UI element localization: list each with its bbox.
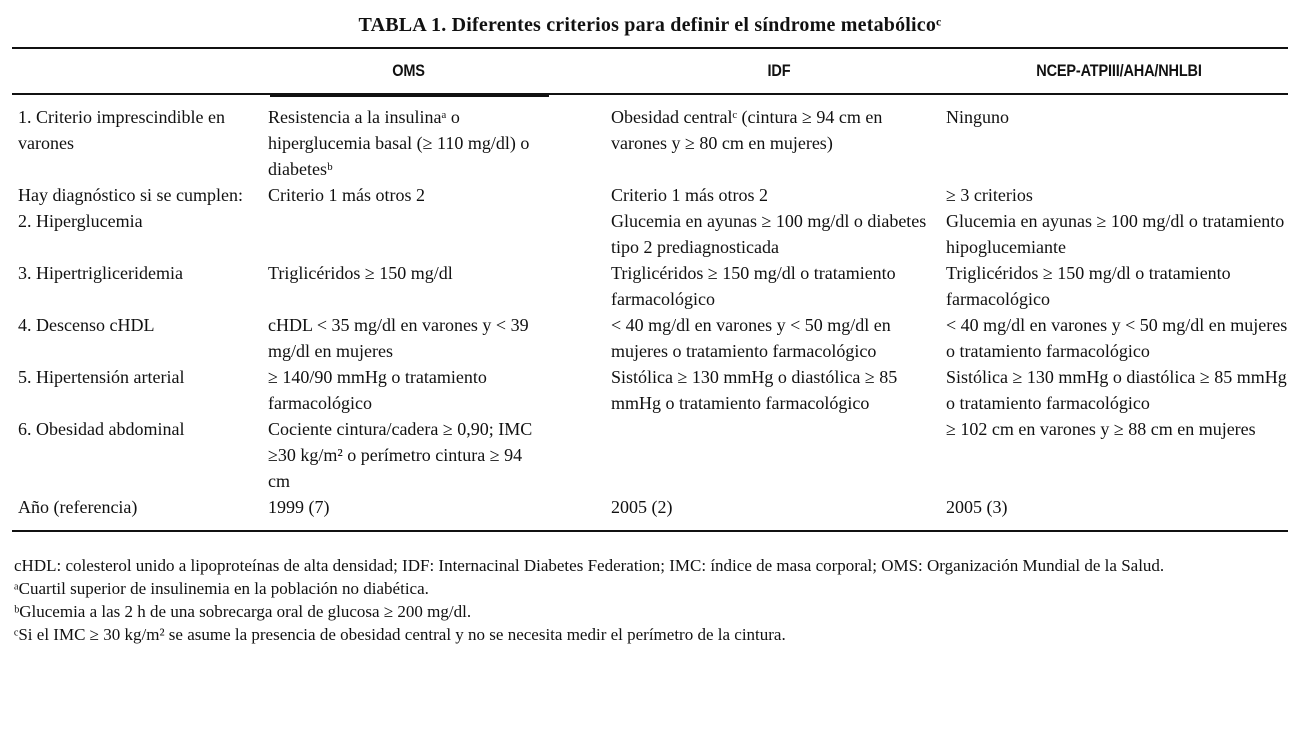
cell-idf: < 40 mg/dl en varones y < 50 mg/dl en mu…: [611, 315, 891, 361]
footnote-a: ᵃCuartil superior de insulinemia en la p…: [14, 579, 429, 598]
cell-oms: cHDL < 35 mg/dl en varones y < 39 mg/dl …: [268, 315, 529, 361]
column-header-ncep: NCEP-ATPIII/AHA/NHLBI: [1036, 62, 1202, 80]
cell-ncep: 2005 (3): [946, 497, 1008, 517]
footnote-c: ᶜSi el IMC ≥ 30 kg/m² se asume la presen…: [14, 625, 786, 644]
cell-ncep: Ninguno: [946, 107, 1009, 127]
column-header-idf: IDF: [767, 62, 790, 80]
column-header-criterion: [18, 59, 268, 84]
cell-criterion: 3. Hipertrigliceridemia: [18, 263, 183, 283]
footnote-abbreviations: cHDL: colesterol unido a lipoproteínas d…: [14, 556, 1165, 575]
cell-idf: Sistólica ≥ 130 mmHg o diastólica ≥ 85 m…: [611, 367, 898, 413]
cell-idf: Glucemia en ayunas ≥ 100 mg/dl o diabete…: [611, 211, 927, 257]
cell-ncep: Glucemia en ayunas ≥ 100 mg/dl o tratami…: [946, 211, 1285, 257]
cell-oms: ≥ 140/90 mmHg o tratamiento farmacológic…: [268, 367, 487, 413]
cell-ncep: ≥ 3 criterios: [946, 185, 1033, 205]
cell-criterion: 6. Obesidad abdominal: [18, 419, 185, 439]
table-title: TABLA 1. Diferentes criterios para defin…: [358, 14, 942, 36]
cell-ncep: Triglicéridos ≥ 150 mg/dl o tratamiento …: [946, 263, 1231, 309]
cell-idf: [611, 416, 946, 494]
footnote-b: ᵇGlucemia a las 2 h de una sobrecarga or…: [14, 602, 472, 621]
cell-ncep: Sistólica ≥ 130 mmHg o diastólica ≥ 85 m…: [946, 367, 1287, 413]
table-header-row: OMS IDF NCEP-ATPIII/AHA/NHLBI: [12, 49, 1288, 97]
cell-idf: Obesidad centralᶜ (cintura ≥ 94 cm en va…: [611, 107, 883, 153]
cell-idf: Triglicéridos ≥ 150 mg/dl o tratamiento …: [611, 263, 896, 309]
footnotes-block: cHDL: colesterol unido a lipoproteínas d…: [14, 554, 1286, 646]
cell-ncep: ≥ 102 cm en varones y ≥ 88 cm en mujeres: [946, 419, 1256, 439]
column-header-oms: OMS: [268, 49, 611, 97]
cell-criterion: 4. Descenso cHDL: [18, 315, 155, 335]
cell-criterion: 5. Hipertensión arterial: [18, 367, 185, 387]
cell-oms: Resistencia a la insulinaᵃ o hiperglucem…: [268, 107, 530, 179]
cell-criterion: 1. Criterio imprescindible en varones: [18, 107, 225, 153]
cell-oms: 1999 (7): [268, 497, 330, 517]
cell-criterion: 2. Hiperglucemia: [18, 211, 143, 231]
cell-oms: [268, 208, 611, 260]
cell-idf: 2005 (2): [611, 497, 673, 517]
table-body: 1. Criterio imprescindible en varones Re…: [12, 95, 1288, 532]
cell-oms: Triglicéridos ≥ 150 mg/dl: [268, 263, 453, 283]
cell-criterion: Hay diagnóstico si se cumplen:: [18, 185, 243, 205]
top-rule: [12, 47, 1288, 49]
cell-criterion: Año (referencia): [18, 497, 138, 517]
cell-ncep: < 40 mg/dl en varones y < 50 mg/dl en mu…: [946, 315, 1288, 361]
cell-idf: Criterio 1 más otros 2: [611, 185, 768, 205]
oms-header-underline: [270, 94, 549, 97]
cell-oms: Criterio 1 más otros 2: [268, 185, 425, 205]
cell-oms: Cociente cintura/cadera ≥ 0,90; IMC ≥30 …: [268, 419, 533, 491]
